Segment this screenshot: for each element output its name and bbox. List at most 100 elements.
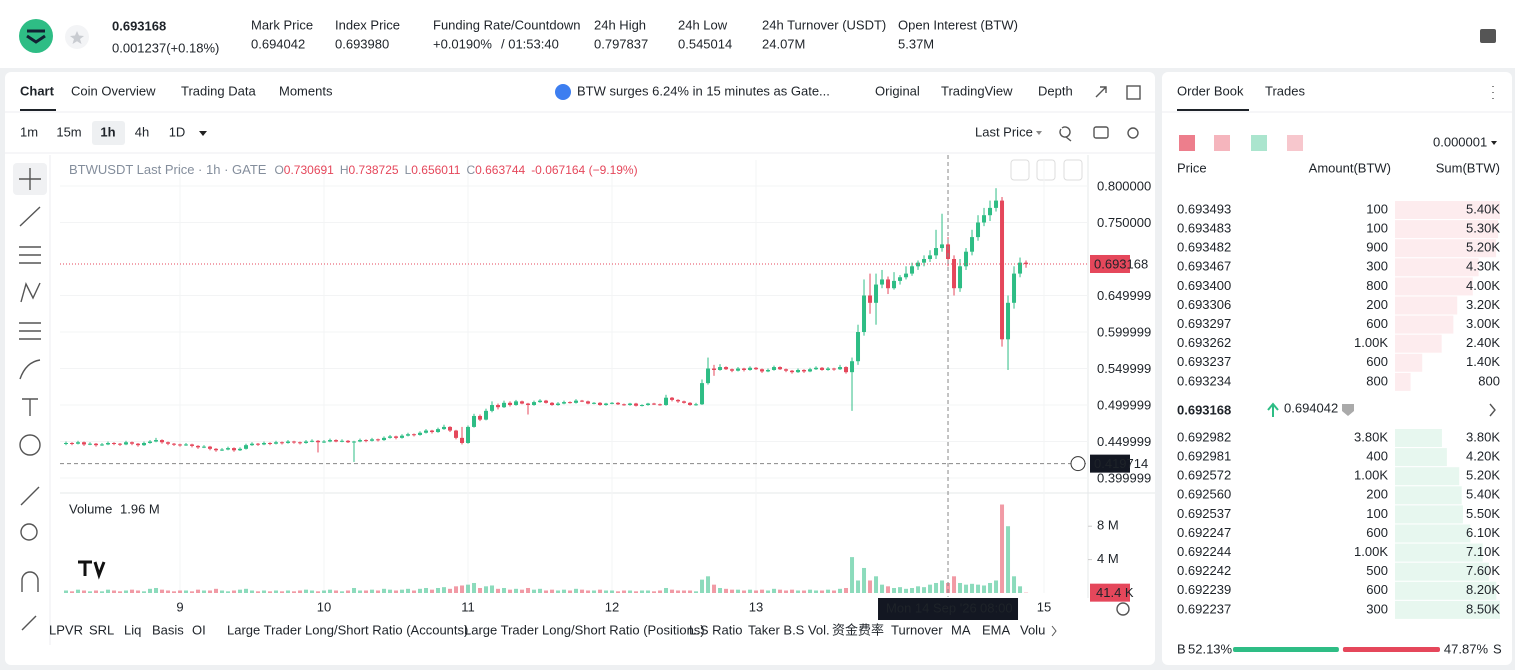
- brush-tool[interactable]: [19, 359, 41, 380]
- candle-body: [106, 442, 111, 445]
- volume-bar: [574, 588, 579, 593]
- order-price[interactable]: 0.693483: [1177, 221, 1231, 236]
- indicator-tab[interactable]: L.S Ratio: [689, 622, 742, 637]
- indicator-tab[interactable]: Large Trader Long/Short Ratio (Accounts): [227, 622, 468, 637]
- candle-body: [1006, 302, 1011, 340]
- indicator-tab[interactable]: EMA: [982, 622, 1011, 637]
- candle-body: [472, 415, 477, 427]
- indicator-tab[interactable]: MA: [951, 622, 971, 637]
- expand-icon[interactable]: [1095, 86, 1107, 98]
- indicator-tab[interactable]: Basis: [152, 622, 184, 637]
- order-price[interactable]: 0.693306: [1177, 297, 1231, 312]
- order-book-tab[interactable]: Trades: [1265, 83, 1305, 98]
- price-type[interactable]: Last Price: [975, 124, 1033, 139]
- view-tab[interactable]: Depth: [1038, 83, 1073, 98]
- fib-tool[interactable]: [19, 322, 41, 340]
- interval-button[interactable]: 1h: [100, 124, 115, 139]
- order-price[interactable]: 0.693297: [1177, 316, 1231, 331]
- interval-button[interactable]: 1m: [20, 124, 38, 139]
- order-price[interactable]: 0.692537: [1177, 506, 1231, 521]
- layout-icon[interactable]: [1126, 85, 1141, 100]
- order-price[interactable]: 0.692982: [1177, 429, 1231, 444]
- indicator-tab[interactable]: LPVR: [49, 622, 83, 637]
- book-view-icon[interactable]: [1287, 135, 1303, 151]
- book-view-icon[interactable]: [1251, 135, 1267, 151]
- magnet-tool[interactable]: [21, 571, 39, 592]
- indicator-tab[interactable]: SRL: [89, 622, 114, 637]
- more-arrow[interactable]: [1489, 403, 1496, 417]
- stat-extra: / 01:53:40: [501, 36, 559, 51]
- order-price[interactable]: 0.693400: [1177, 278, 1231, 293]
- order-price[interactable]: 0.693467: [1177, 259, 1231, 274]
- volume-title: Volume: [69, 501, 112, 516]
- order-price[interactable]: 0.692572: [1177, 468, 1231, 483]
- sell-bar: [1342, 647, 1440, 652]
- order-price[interactable]: 0.693482: [1177, 240, 1231, 255]
- indicator-tab[interactable]: Large Trader Long/Short Ratio (Positions…: [464, 622, 705, 637]
- interval-button[interactable]: 4h: [135, 124, 149, 139]
- volume-bar: [484, 586, 489, 593]
- chart-tab[interactable]: Moments: [279, 83, 333, 98]
- emoji-tool[interactable]: [19, 434, 41, 456]
- book-view-icon[interactable]: [1179, 135, 1195, 151]
- candle-body: [592, 402, 597, 404]
- chart-settings-icon[interactable]: [1116, 602, 1130, 616]
- order-price[interactable]: 0.692244: [1177, 544, 1231, 559]
- indicator-tab[interactable]: Taker B.S Vol.: [748, 622, 830, 637]
- notes-icon[interactable]: [1480, 29, 1496, 43]
- news-headline[interactable]: BTW surges 6.24% in 15 minutes as Gate..…: [577, 83, 830, 98]
- candle-body: [514, 401, 519, 406]
- chart-header-icons: [73, 84, 1496, 616]
- edit-tool[interactable]: [21, 615, 37, 631]
- indicator-tab[interactable]: OI: [192, 622, 206, 637]
- camera-icon[interactable]: [1093, 126, 1109, 139]
- order-price[interactable]: 0.692242: [1177, 563, 1231, 578]
- order-book-tab[interactable]: Order Book: [1177, 83, 1244, 98]
- order-price[interactable]: 0.692237: [1177, 601, 1231, 616]
- settings-icon[interactable]: [1127, 127, 1139, 139]
- chart-tab[interactable]: Coin Overview: [71, 83, 156, 98]
- channel-tool[interactable]: [19, 246, 41, 264]
- order-price[interactable]: 0.693234: [1177, 373, 1231, 388]
- last-price-label: 0.693168: [1094, 256, 1148, 271]
- x-tick-label: 12: [605, 599, 619, 614]
- order-price[interactable]: 0.693262: [1177, 335, 1231, 350]
- stat-value: +0.0190%: [433, 36, 492, 51]
- candle-body: [484, 410, 489, 420]
- precision-select[interactable]: 0.000001: [1433, 134, 1487, 149]
- chart-button[interactable]: [1010, 159, 1030, 181]
- volume-bar: [112, 590, 117, 593]
- view-tab[interactable]: Original: [875, 83, 920, 98]
- order-price[interactable]: 0.692247: [1177, 525, 1231, 540]
- indicator-tab[interactable]: Turnover: [891, 622, 943, 637]
- candle-body: [766, 369, 771, 372]
- order-price[interactable]: 0.693493: [1177, 201, 1231, 216]
- chart-tab[interactable]: Trading Data: [181, 83, 256, 98]
- chart-button[interactable]: [1063, 159, 1083, 181]
- crosshair-tool[interactable]: [19, 168, 41, 190]
- order-price[interactable]: 0.692239: [1177, 582, 1231, 597]
- order-price[interactable]: 0.692981: [1177, 449, 1231, 464]
- view-tab[interactable]: TradingView: [941, 83, 1013, 98]
- pattern-tool[interactable]: [20, 282, 41, 303]
- indicator-tab[interactable]: Volu: [1020, 622, 1045, 637]
- line-tool[interactable]: [19, 206, 41, 227]
- chart-tab[interactable]: Chart: [20, 83, 55, 98]
- text-tool[interactable]: [22, 398, 38, 416]
- order-price[interactable]: 0.693237: [1177, 354, 1231, 369]
- chart-button[interactable]: [1036, 159, 1056, 181]
- book-view-icon[interactable]: [1214, 135, 1230, 151]
- stat-label: 24h High: [594, 17, 646, 32]
- candle-body: [214, 448, 219, 451]
- crosshair-y-label: 0.419714: [1094, 456, 1148, 471]
- search-icon[interactable]: [1059, 126, 1072, 142]
- indicator-tab[interactable]: 资金费率: [832, 622, 884, 637]
- interval-button[interactable]: 1D: [169, 124, 186, 139]
- indicator-tab[interactable]: Liq: [124, 622, 141, 637]
- volume-bar: [772, 588, 777, 593]
- order-price[interactable]: 0.692560: [1177, 487, 1231, 502]
- ruler-tool[interactable]: [20, 486, 40, 506]
- zoom-tool[interactable]: [20, 523, 38, 541]
- interval-button[interactable]: 15m: [56, 124, 81, 139]
- depth-bar: [1395, 486, 1462, 505]
